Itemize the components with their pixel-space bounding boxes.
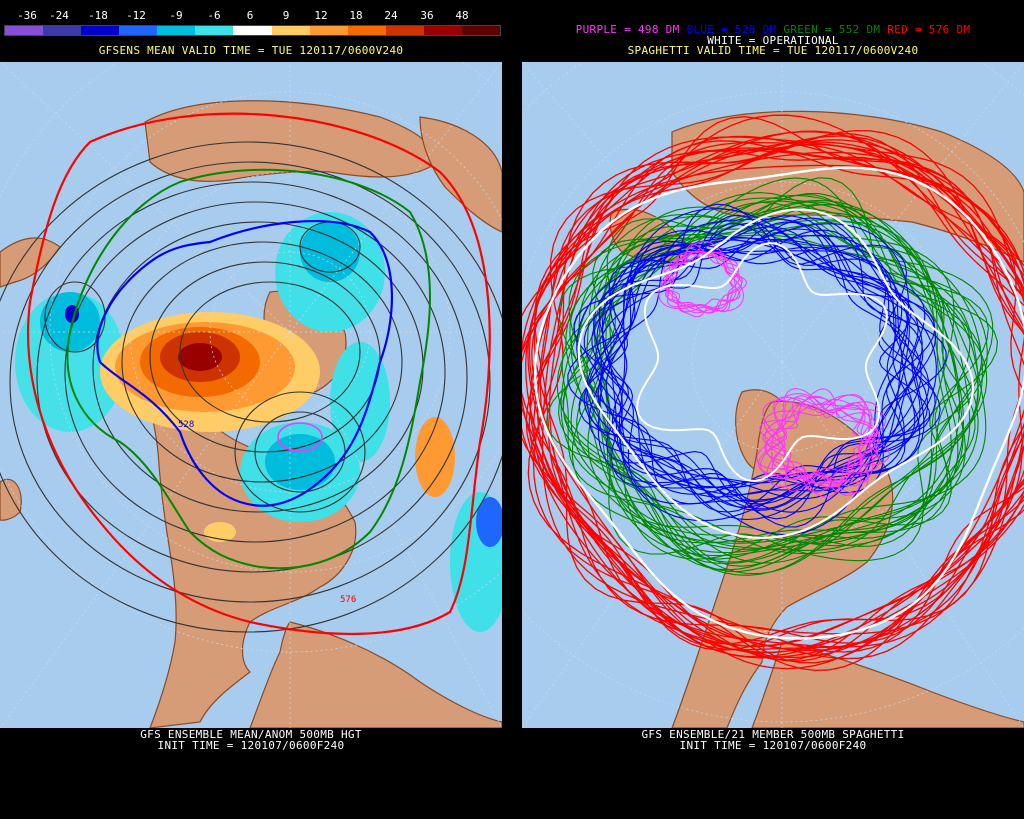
spaghetti-line [762, 395, 880, 484]
spaghetti-line [583, 245, 936, 510]
spaghetti-line [664, 252, 740, 310]
spaghetti-line [534, 166, 1024, 640]
spaghetti-footer-title: GFS ENSEMBLE/21 MEMBER 500MB SPAGHETTI [641, 728, 905, 741]
height-anomalies [15, 212, 502, 632]
spaghetti-line [601, 222, 931, 503]
spaghetti-panel: PURPLE = 498 DM BLUE = 528 DM GREEN = 55… [522, 0, 1024, 819]
scale-tick: 6 [246, 9, 254, 22]
scale-swatch [423, 26, 462, 35]
legend-blue: BLUE = 528 DM [686, 23, 777, 36]
scale-swatch [43, 26, 82, 35]
contour-label-528: 528 [178, 420, 194, 430]
scale-tick: -6 [207, 9, 221, 22]
scale-swatch [81, 26, 120, 35]
spaghetti-line [573, 203, 941, 528]
spaghetti-line [529, 135, 1024, 659]
scale-swatch [195, 26, 234, 35]
spaghetti-line [522, 143, 1024, 660]
spaghetti-line [764, 403, 872, 485]
scale-tick: 12 [314, 9, 328, 22]
scandinavia [419, 116, 502, 233]
eurasia-arctic-coast [144, 100, 434, 182]
scale-tick: 36 [420, 9, 434, 22]
anomaly-scale-labels: -36 -24 -18 -12 -9 -6 6 9 12 18 24 36 48 [2, 9, 502, 22]
spaghetti-line [592, 221, 952, 544]
contour-528 [96, 220, 394, 507]
spaghetti-line [546, 201, 998, 563]
spaghetti-legend: PURPLE = 498 DM BLUE = 528 DM GREEN = 55… [522, 24, 1024, 36]
scale-tick: -36 [17, 9, 37, 22]
scale-tick: 18 [349, 9, 363, 22]
legend-white: WHITE = OPERATIONAL [707, 34, 839, 47]
legend-red: RED = 576 DM [887, 23, 971, 36]
spaghetti-line [560, 194, 959, 555]
spaghetti-footer-init: INIT TIME = 120107/0600F240 [679, 739, 867, 752]
contour-label-576: 576 [340, 595, 356, 605]
mean-valid-time: GFSENS MEAN VALID TIME = TUE 120117/0600… [98, 44, 404, 57]
spaghetti-line [762, 394, 874, 488]
scale-tick: 48 [455, 9, 469, 22]
spaghetti-line [568, 234, 994, 575]
spaghetti-line [522, 151, 1024, 652]
mean-footer-init: INIT TIME = 120107/0600F240 [157, 739, 345, 752]
spaghetti-line [565, 199, 979, 565]
contour-576 [26, 112, 491, 636]
spaghetti-line [663, 243, 738, 318]
scale-tick: -18 [88, 9, 108, 22]
spaghetti-line [525, 131, 1024, 653]
scale-swatch [157, 26, 196, 35]
spaghetti-line [541, 149, 1024, 635]
anomaly-color-scale [4, 25, 501, 36]
scale-swatch [385, 26, 424, 35]
contour-552 [66, 168, 431, 570]
spaghetti-line [522, 130, 1024, 654]
scale-swatch [461, 26, 501, 35]
spaghetti-line [534, 150, 1024, 651]
spaghetti-valid-time: SPAGHETTI VALID TIME = TUE 120117/0600V2… [627, 44, 919, 57]
mean-footer-title: GFS ENSEMBLE MEAN/ANOM 500MB HGT [140, 728, 362, 741]
scale-swatch [309, 26, 348, 35]
spaghetti-map [522, 62, 1024, 728]
spaghetti-line [664, 250, 747, 308]
spaghetti-line [522, 140, 1024, 644]
spaghetti-line [577, 208, 975, 540]
legend-purple: PURPLE = 498 DM [575, 23, 680, 36]
ensemble-spaghetti-lines [522, 114, 1024, 672]
scale-swatch [271, 26, 310, 35]
legend-green: GREEN = 552 DM [783, 23, 881, 36]
scale-tick: -9 [169, 9, 183, 22]
scale-tick: 9 [282, 9, 290, 22]
scale-tick: 24 [384, 9, 398, 22]
spaghetti-line [528, 164, 1024, 658]
panel-divider [502, 0, 522, 819]
spaghetti-line [757, 388, 887, 496]
scale-swatch [233, 26, 272, 35]
scale-swatch [5, 26, 44, 35]
spaghetti-line [771, 397, 878, 493]
contour-498 [277, 422, 323, 452]
ensemble-mean-panel: -36 -24 -18 -12 -9 -6 6 9 12 18 24 36 48… [0, 0, 502, 819]
ensemble-mean-map: 528 576 [0, 62, 502, 728]
scale-tick: -12 [126, 9, 146, 22]
spaghetti-line [636, 241, 888, 483]
scale-tick: -24 [49, 9, 69, 22]
spaghetti-line [663, 250, 741, 314]
spaghetti-line [664, 251, 737, 314]
scale-swatch [119, 26, 158, 35]
spaghetti-line [601, 215, 923, 513]
scale-swatch [347, 26, 386, 35]
spaghetti-line [570, 219, 971, 544]
